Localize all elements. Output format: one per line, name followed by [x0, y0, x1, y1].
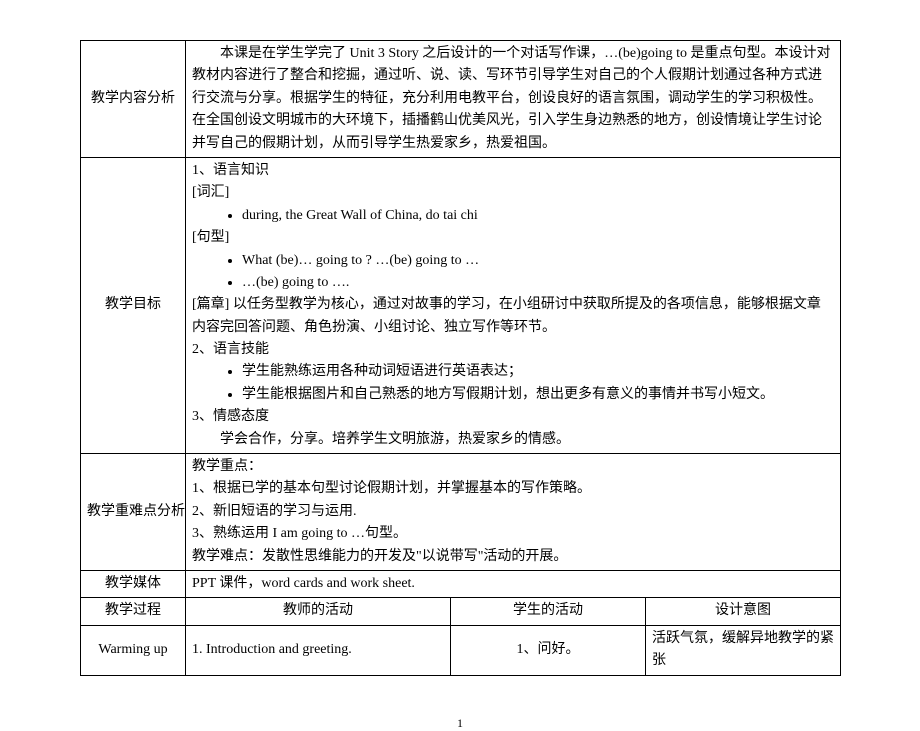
label-content-analysis: 教学内容分析 — [81, 41, 186, 158]
row-content-analysis: 教学内容分析 本课是在学生学完了 Unit 3 Story 之后设计的一个对话写… — [81, 41, 841, 158]
warming-teacher: 1. Introduction and greeting. — [186, 625, 451, 675]
warming-intent: 活跃气氛，缓解异地教学的紧张 — [646, 625, 841, 675]
header-teacher: 教师的活动 — [186, 598, 451, 625]
obj-chapter: [篇章] 以任务型教学为核心，通过对故事的学习，在小组研讨中获取所提及的各项信息… — [192, 294, 834, 339]
text-media: PPT 课件，word cards and work sheet. — [186, 570, 841, 597]
obj-li5: 学生能根据图片和自己熟悉的地方写假期计划，想出更多有意义的事情并书写小短文。 — [242, 384, 834, 406]
text-keypoints: 教学重点： 1、根据已学的基本句型讨论假期计划，并掌握基本的写作策略。 2、新旧… — [186, 454, 841, 571]
row-keypoints: 教学重难点分析 教学重点： 1、根据已学的基本句型讨论假期计划，并掌握基本的写作… — [81, 454, 841, 571]
obj-vocab-list: during, the Great Wall of China, do tai … — [192, 205, 834, 227]
row-process-header: 教学过程 教师的活动 学生的活动 设计意图 — [81, 598, 841, 625]
obj-li1: during, the Great Wall of China, do tai … — [242, 205, 834, 227]
main-table: 教学内容分析 本课是在学生学完了 Unit 3 Story 之后设计的一个对话写… — [80, 40, 841, 676]
obj-li4: 学生能熟练运用各种动词短语进行英语表达； — [242, 361, 834, 383]
obj-vocab-h: [词汇] — [192, 182, 834, 204]
text-content-analysis: 本课是在学生学完了 Unit 3 Story 之后设计的一个对话写作课，…(be… — [186, 41, 841, 158]
label-warming: Warming up — [81, 625, 186, 675]
row-objectives: 教学目标 1、语言知识 [词汇] during, the Great Wall … — [81, 157, 841, 453]
label-media: 教学媒体 — [81, 570, 186, 597]
obj-pat-h: [句型] — [192, 227, 834, 249]
kp-l4: 3、熟练运用 I am going to …句型。 — [192, 523, 834, 545]
header-student: 学生的活动 — [451, 598, 646, 625]
row-warming: Warming up 1. Introduction and greeting.… — [81, 625, 841, 675]
obj-skill-list: 学生能熟练运用各种动词短语进行英语表达； 学生能根据图片和自己熟悉的地方写假期计… — [192, 361, 834, 406]
obj-li2: What (be)… going to ? …(be) going to … — [242, 250, 834, 272]
obj-pat-list: What (be)… going to ? …(be) going to … …… — [192, 250, 834, 295]
obj-li3: …(be) going to …. — [242, 272, 834, 294]
kp-l2: 1、根据已学的基本句型讨论假期计划，并掌握基本的写作策略。 — [192, 478, 834, 500]
text-objectives: 1、语言知识 [词汇] during, the Great Wall of Ch… — [186, 157, 841, 453]
label-process: 教学过程 — [81, 598, 186, 625]
header-intent: 设计意图 — [646, 598, 841, 625]
warming-student: 1、问好。 — [451, 625, 646, 675]
obj-line3b: 学会合作，分享。培养学生文明旅游，热爱家乡的情感。 — [192, 429, 834, 451]
obj-line3: 3、情感态度 — [192, 406, 834, 428]
page-container: 教学内容分析 本课是在学生学完了 Unit 3 Story 之后设计的一个对话写… — [0, 0, 920, 731]
kp-l1: 教学重点： — [192, 456, 834, 478]
obj-line1: 1、语言知识 — [192, 160, 834, 182]
label-objectives: 教学目标 — [81, 157, 186, 453]
page-number: 1 — [80, 716, 840, 731]
kp-l3: 2、新旧短语的学习与运用. — [192, 501, 834, 523]
row-media: 教学媒体 PPT 课件，word cards and work sheet. — [81, 570, 841, 597]
label-keypoints: 教学重难点分析 — [81, 454, 186, 571]
kp-l5: 教学难点：发散性思维能力的开发及"以说带写"活动的开展。 — [192, 546, 834, 568]
obj-line2: 2、语言技能 — [192, 339, 834, 361]
